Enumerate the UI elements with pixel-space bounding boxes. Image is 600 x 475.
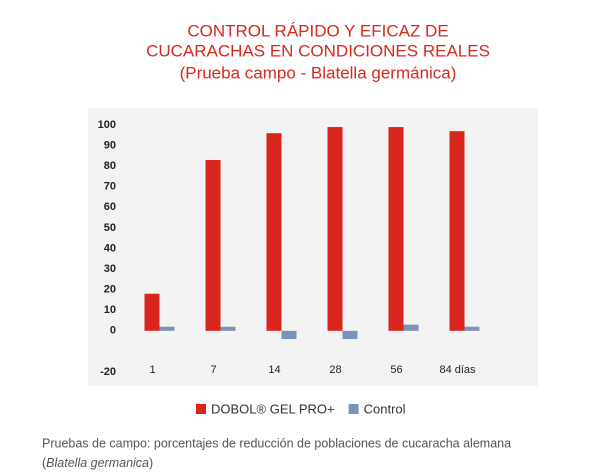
y-tick-label: 30 xyxy=(104,263,116,275)
x-tick-label: 28 xyxy=(329,364,341,376)
x-tick-label: 84 días xyxy=(439,364,476,376)
caption-species: Blatella germanica xyxy=(46,456,149,470)
bar xyxy=(449,131,465,331)
bar xyxy=(220,326,236,331)
bar xyxy=(205,159,221,331)
caption: (Blatella germanica) xyxy=(42,456,153,470)
x-tick-label: 56 xyxy=(390,364,402,376)
y-tick-label: -20 xyxy=(100,366,116,378)
y-tick-label: 70 xyxy=(104,181,116,193)
legend-label: DOBOL® GEL PRO+ xyxy=(211,401,335,416)
bar xyxy=(144,293,160,331)
y-tick-label: 40 xyxy=(104,242,116,254)
caption-part: ( xyxy=(42,456,47,470)
legend-label: Control xyxy=(364,401,406,416)
bar xyxy=(159,326,175,331)
y-tick-label: 60 xyxy=(104,201,116,213)
caption: Pruebas de campo: porcentajes de reducci… xyxy=(42,436,511,450)
bar xyxy=(388,127,404,331)
chart-title: CUCARACHAS EN CONDICIONES REALES xyxy=(146,41,490,60)
y-tick-label: 50 xyxy=(104,222,116,234)
y-tick-label: 20 xyxy=(104,284,116,296)
y-tick-label: 0 xyxy=(110,325,116,337)
legend-swatch xyxy=(348,404,359,414)
y-tick-label: 90 xyxy=(104,139,116,151)
caption-part: ) xyxy=(149,456,153,470)
bar xyxy=(281,330,297,340)
bar xyxy=(327,127,343,331)
bar xyxy=(464,326,480,331)
plot-background xyxy=(88,108,538,386)
bar xyxy=(403,324,419,331)
x-tick-label: 1 xyxy=(149,364,155,376)
y-tick-label: 100 xyxy=(98,119,116,131)
y-tick-label: 80 xyxy=(104,160,116,172)
bar xyxy=(266,133,282,331)
legend-swatch xyxy=(196,404,206,414)
bar xyxy=(342,330,358,340)
x-tick-label: 14 xyxy=(268,364,280,376)
chart-subtitle: (Prueba campo - Blatella germánica) xyxy=(180,63,457,82)
y-tick-label: 10 xyxy=(104,304,116,316)
chart-title: CONTROL RÁPIDO Y EFICAZ DE xyxy=(187,21,448,40)
x-tick-label: 7 xyxy=(210,364,216,376)
